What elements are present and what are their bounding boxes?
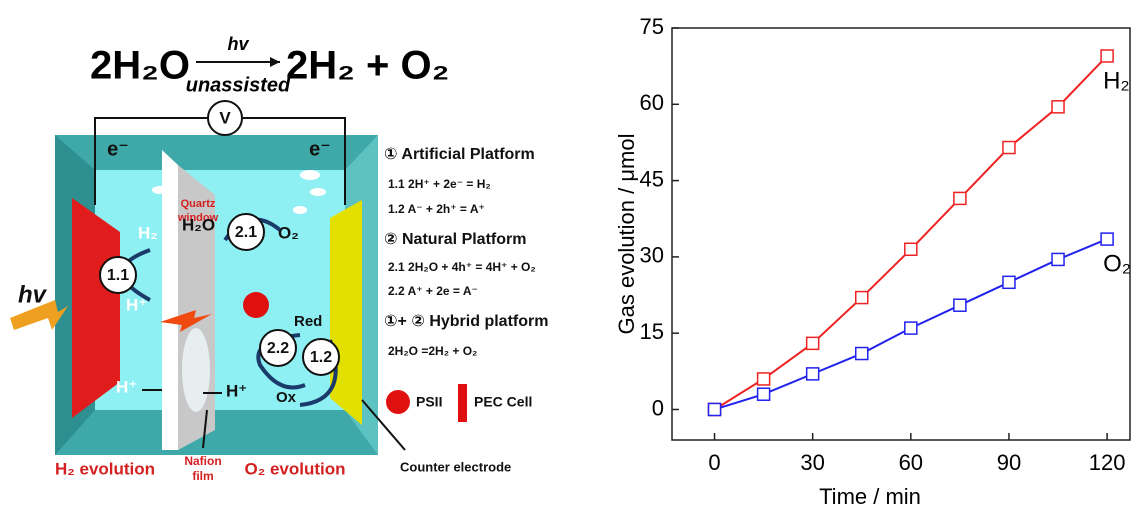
species-label: H⁺ xyxy=(116,377,137,396)
bubble xyxy=(293,206,307,214)
nafion-film xyxy=(182,328,210,412)
step-label: 1.2 xyxy=(310,349,332,366)
species-label: H⁺ xyxy=(226,381,247,400)
platform-text: ② Natural Platform xyxy=(384,231,526,248)
species-label: Ox xyxy=(276,389,297,406)
y-tick-label: 75 xyxy=(640,14,664,39)
point xyxy=(807,368,819,380)
platform-text: 2.2 A⁺ + 2e = A⁻ xyxy=(388,284,478,298)
photoanode xyxy=(330,200,362,425)
point xyxy=(807,337,819,349)
point xyxy=(1101,233,1113,245)
electron-label: e⁻ xyxy=(107,138,129,160)
voltmeter-label: V xyxy=(219,108,231,127)
bottom-label: H₂ evolution xyxy=(55,459,155,478)
bottom-label: film xyxy=(192,469,213,483)
bottom-label: Nafion xyxy=(184,454,221,468)
species-label: H₂O xyxy=(182,215,215,234)
x-axis-title: Time / min xyxy=(819,484,921,509)
x-tick-label: 60 xyxy=(899,450,923,475)
chart: Time / min Gas evolution / μmol 0 30 60 90 1… xyxy=(614,14,1131,509)
y-tick-label: 45 xyxy=(640,166,664,191)
platform-text: ① Artificial Platform xyxy=(384,146,535,163)
plot-frame xyxy=(672,28,1130,440)
hv-label: hv xyxy=(18,281,48,308)
species-label: O₂ xyxy=(278,223,299,242)
legend-psii xyxy=(386,390,410,414)
equation-right: 2H₂ + O₂ xyxy=(286,44,449,88)
point xyxy=(905,243,917,255)
psii xyxy=(243,292,269,318)
point xyxy=(758,373,770,385)
species-label: Red xyxy=(294,313,322,330)
point xyxy=(856,292,868,304)
platform-text: 2H₂O =2H₂ + O₂ xyxy=(388,344,477,358)
equation-arrowhead xyxy=(270,57,280,67)
y-tick-label: 0 xyxy=(652,395,664,420)
legend-label: PSII xyxy=(416,394,442,410)
platform-text: 2.1 2H₂O + 4h⁺ = 4H⁺ + O₂ xyxy=(388,260,536,274)
y-axis-title: Gas evolution / μmol xyxy=(614,134,639,335)
platform-text: 1.2 A⁻ + 2h⁺ = A⁺ xyxy=(388,202,485,216)
equation-left: 2H₂O xyxy=(90,44,190,88)
step-label: 2.1 xyxy=(235,224,257,241)
step-label: 2.2 xyxy=(267,340,289,357)
step-label: 1.1 xyxy=(107,267,129,284)
quartz-label: Quartz xyxy=(181,198,216,210)
photocathode xyxy=(72,198,120,418)
electron-label: e⁻ xyxy=(309,138,331,160)
y-tick-label: 30 xyxy=(640,243,664,268)
point xyxy=(1101,50,1113,62)
platform-text: ①+ ② Hybrid platform xyxy=(384,313,548,330)
platform-text: 1.1 2H⁺ + 2e⁻ = H₂ xyxy=(388,177,491,191)
y-tick-label: 60 xyxy=(640,90,664,115)
series-line xyxy=(715,56,1108,410)
point xyxy=(1052,101,1064,113)
x-tick-label: 30 xyxy=(800,450,824,475)
point xyxy=(709,403,721,415)
equation-unassisted: unassisted xyxy=(186,74,291,96)
x-tick-label: 120 xyxy=(1089,450,1126,475)
point xyxy=(856,348,868,360)
bottom-label: O₂ evolution xyxy=(244,459,345,478)
bubble xyxy=(300,170,320,180)
y-tick-label: 15 xyxy=(640,319,664,344)
series-label: O₂ xyxy=(1103,250,1131,277)
figure: 2H₂O hv unassisted 2H₂ + O₂ V e⁻ e⁻ Quar… xyxy=(0,0,1142,514)
x-tick-label: 0 xyxy=(708,450,720,475)
point xyxy=(1052,253,1064,265)
x-tick-label: 90 xyxy=(997,450,1021,475)
series-label: H₂ xyxy=(1103,67,1130,94)
point xyxy=(1003,142,1015,154)
quartz-edge xyxy=(162,150,178,450)
point xyxy=(905,322,917,334)
legend-label: PEC Cell xyxy=(474,394,532,410)
point xyxy=(758,388,770,400)
legend-pec xyxy=(458,384,467,422)
bubble xyxy=(152,186,168,194)
bottom-label: Counter electrode xyxy=(400,459,511,474)
bubble xyxy=(310,188,326,196)
point xyxy=(954,299,966,311)
equation-hv: hv xyxy=(227,34,249,54)
species-label: H₂ xyxy=(138,223,158,242)
diagram: 2H₂O hv unassisted 2H₂ + O₂ V e⁻ e⁻ Quar… xyxy=(10,34,548,483)
point xyxy=(954,192,966,204)
point xyxy=(1003,276,1015,288)
